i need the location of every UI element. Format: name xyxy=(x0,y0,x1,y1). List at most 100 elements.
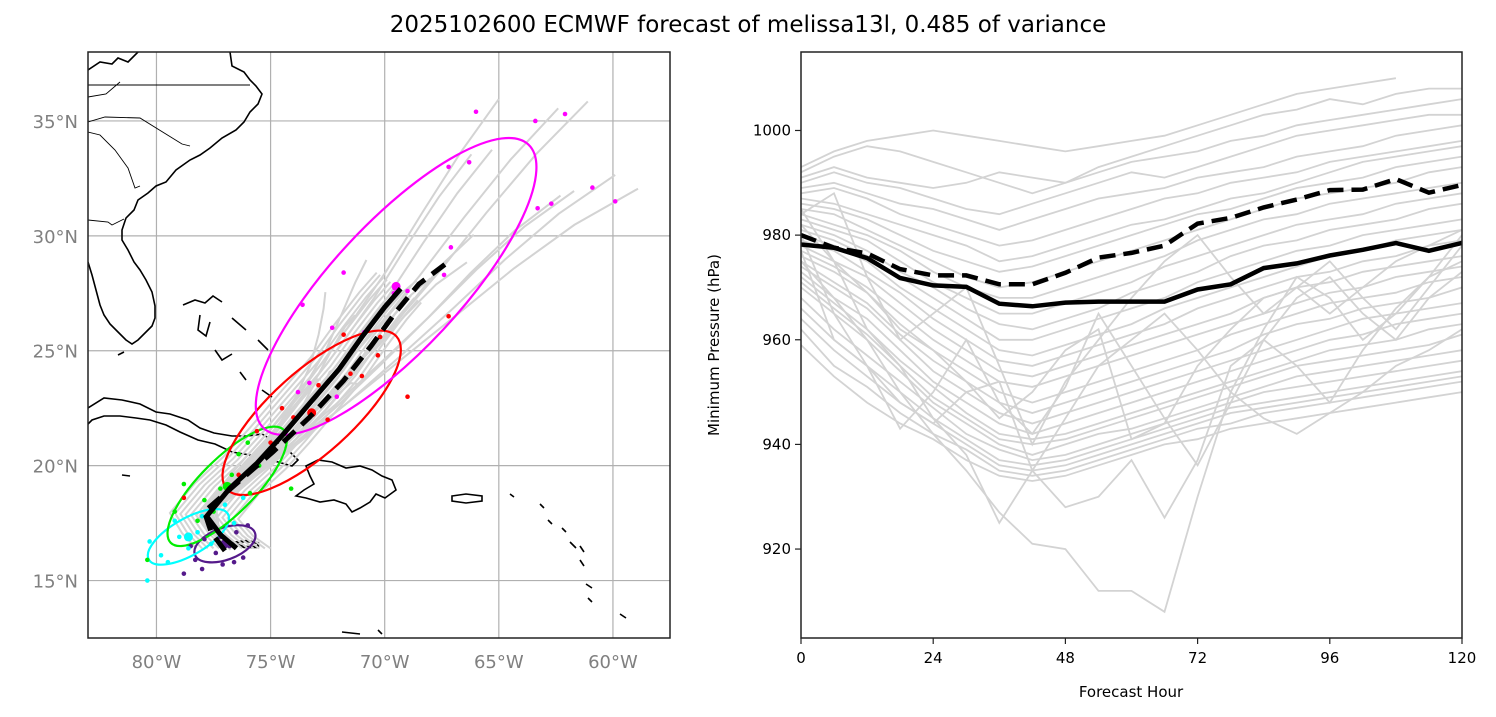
ensemble-member-line xyxy=(801,250,1462,520)
mean-control-tracks xyxy=(201,261,448,553)
position-marker-72h xyxy=(236,451,241,457)
position-marker-24h xyxy=(199,566,205,572)
position-marker-96h xyxy=(375,353,381,358)
position-marker-96h xyxy=(325,417,330,422)
ensemble-member-line xyxy=(801,249,1462,388)
uncertainty-ellipses xyxy=(146,136,538,566)
ensemble-member-line xyxy=(801,344,1462,482)
position-marker-72h xyxy=(247,490,253,496)
position-marker-96h xyxy=(348,371,353,377)
position-marker-48h xyxy=(195,529,200,535)
mean-pressure-line xyxy=(801,240,1462,309)
position-marker-24h xyxy=(231,559,237,565)
ensemble-member-line xyxy=(801,140,1462,247)
position-marker-48h xyxy=(186,546,191,551)
uncertainty-ellipse-120h xyxy=(254,136,538,436)
map-lat-tick-label: 20°N xyxy=(33,457,78,478)
ensemble-member-line xyxy=(801,318,1462,472)
ensemble-member-line xyxy=(801,244,1462,378)
ensemble-track xyxy=(213,194,562,551)
position-marker-120h xyxy=(466,160,472,165)
ensemble-member-line xyxy=(801,224,1462,525)
lesser-antilles xyxy=(121,474,627,635)
position-marker-120h xyxy=(533,118,538,124)
position-marker-120h xyxy=(341,270,346,275)
ensemble-member-line xyxy=(801,281,1462,446)
position-marker-72h xyxy=(218,486,223,491)
map-lon-tick-label: 80°W xyxy=(132,652,182,673)
position-marker-24h xyxy=(192,557,198,563)
position-marker-48h xyxy=(208,541,214,547)
position-marker-96h xyxy=(359,373,365,379)
position-marker-72h xyxy=(195,518,200,524)
map-tick-labels: 80°W 75°W 70°W 65°W 60°W 15°N 20°N 25°N 30°N 35°N xyxy=(33,112,638,673)
map-lon-tick-label: 70°W xyxy=(360,652,410,673)
position-marker-96h xyxy=(279,405,285,411)
y-tick-label: 1000 xyxy=(753,121,791,139)
position-marker-96h xyxy=(341,332,346,337)
map-gridlines xyxy=(88,52,670,638)
ensemble-member-line xyxy=(801,87,1462,195)
position-marker-120h xyxy=(473,109,479,115)
position-marker-48h xyxy=(145,578,150,583)
position-marker-24h xyxy=(181,571,187,576)
position-marker-120h xyxy=(441,272,447,278)
x-tick-label: 96 xyxy=(1320,649,1339,667)
pressure-ticks: 0 24 48 72 96 120 920 940 960 980 1000 xyxy=(753,121,1477,667)
ensemble-member-line xyxy=(801,208,1462,441)
ensemble-member-line xyxy=(801,218,1462,341)
position-marker-72h xyxy=(245,440,251,445)
map-lon-tick-label: 75°W xyxy=(246,652,296,673)
ensemble-member-line xyxy=(801,98,1462,189)
uncertainty-ellipse-72h xyxy=(166,425,289,548)
ensemble-member-line xyxy=(801,192,1462,315)
ensemble-member-line xyxy=(801,297,1462,462)
ensemble-track xyxy=(184,278,388,550)
position-marker-48h xyxy=(158,552,164,558)
position-marker-24h xyxy=(213,550,219,556)
position-marker-72h xyxy=(181,481,187,487)
y-tick-label: 960 xyxy=(762,331,791,349)
position-marker-48h xyxy=(222,502,228,508)
position-marker-120h xyxy=(590,185,595,190)
position-marker-72h xyxy=(229,472,235,478)
position-marker-120h xyxy=(535,205,540,211)
position-marker-120h xyxy=(329,325,335,331)
position-marker-96h xyxy=(181,495,187,501)
map-lon-tick-label: 65°W xyxy=(474,652,524,673)
mean-track-line xyxy=(203,287,403,551)
position-marker-48h xyxy=(199,513,205,519)
x-tick-label: 48 xyxy=(1056,649,1075,667)
hispaniola xyxy=(294,459,397,514)
position-marker-72h xyxy=(288,486,294,491)
coastlines xyxy=(88,52,627,635)
position-marker-120h xyxy=(612,199,618,204)
position-marker-48h xyxy=(176,534,182,540)
position-marker-24h xyxy=(240,555,246,560)
mean-control-lines xyxy=(801,176,1462,309)
position-marker-96h xyxy=(254,428,260,434)
position-marker-120h xyxy=(562,111,568,117)
ensemble-member-lines xyxy=(801,77,1462,614)
map-lon-tick-label: 60°W xyxy=(588,652,638,673)
position-marker-96h xyxy=(446,313,451,319)
ensemble-member-line xyxy=(801,265,1462,425)
position-marker-120h xyxy=(549,201,554,206)
mean-position-marker-48h xyxy=(183,532,193,542)
position-marker-120h xyxy=(300,302,305,308)
ensemble-member-line xyxy=(801,271,1462,435)
map-frame xyxy=(87,51,671,639)
ensemble-member-line xyxy=(801,307,1462,467)
y-tick-label: 920 xyxy=(762,540,791,558)
ensemble-member-line xyxy=(801,191,1462,447)
map-lat-tick-label: 25°N xyxy=(33,342,78,363)
state-border-sc xyxy=(88,116,191,147)
x-axis-label: Forecast Hour xyxy=(1079,683,1184,701)
position-marker-24h xyxy=(245,523,251,528)
position-marker-120h xyxy=(295,389,301,395)
ensemble-member-line xyxy=(801,239,1462,367)
ensemble-member-line xyxy=(801,155,1462,273)
control-pressure-line xyxy=(801,176,1462,287)
x-tick-label: 72 xyxy=(1188,649,1207,667)
